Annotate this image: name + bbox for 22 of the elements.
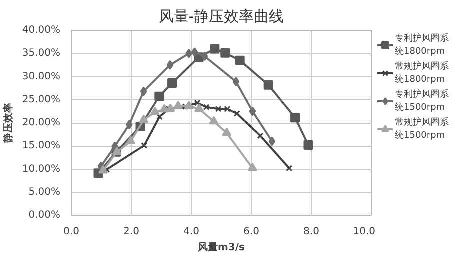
x-tick-label: 8.0 — [304, 226, 320, 238]
y-tick-label: 15.00% — [22, 140, 61, 152]
y-tick-label: 0.00% — [28, 210, 61, 221]
y-tick-label: 25.00% — [22, 94, 61, 106]
x-tick-label: 10.0 — [353, 226, 376, 238]
x-axis-title: 风量m3/s — [197, 242, 246, 254]
y-tick-label: 30.00% — [22, 71, 61, 82]
x-tick-label: 2.0 — [124, 226, 140, 238]
y-tick-label: 5.00% — [28, 186, 61, 198]
y-tick-label: 35.00% — [22, 48, 61, 60]
legend-label: 专利护风圈系统1800rpm — [395, 32, 449, 58]
x-tick-label: 6.0 — [244, 226, 260, 238]
y-axis-title: 静压效率 — [2, 103, 14, 144]
x-tick-label: 0.0 — [64, 226, 80, 238]
x-tick-label: 4.0 — [184, 226, 200, 238]
y-tick-label: 40.00% — [22, 25, 61, 36]
legend-label: 常规护风圈系统1500rpm — [395, 116, 449, 142]
chart-title: 风量-静压效率曲线 — [158, 8, 284, 26]
legend-label: 常规护风圈系统1800rpm — [395, 60, 449, 86]
y-tick-label: 10.00% — [22, 164, 61, 175]
y-tick-label: 20.00% — [22, 118, 61, 128]
legend-label: 专利护风圈系统1500rpm — [395, 88, 449, 114]
